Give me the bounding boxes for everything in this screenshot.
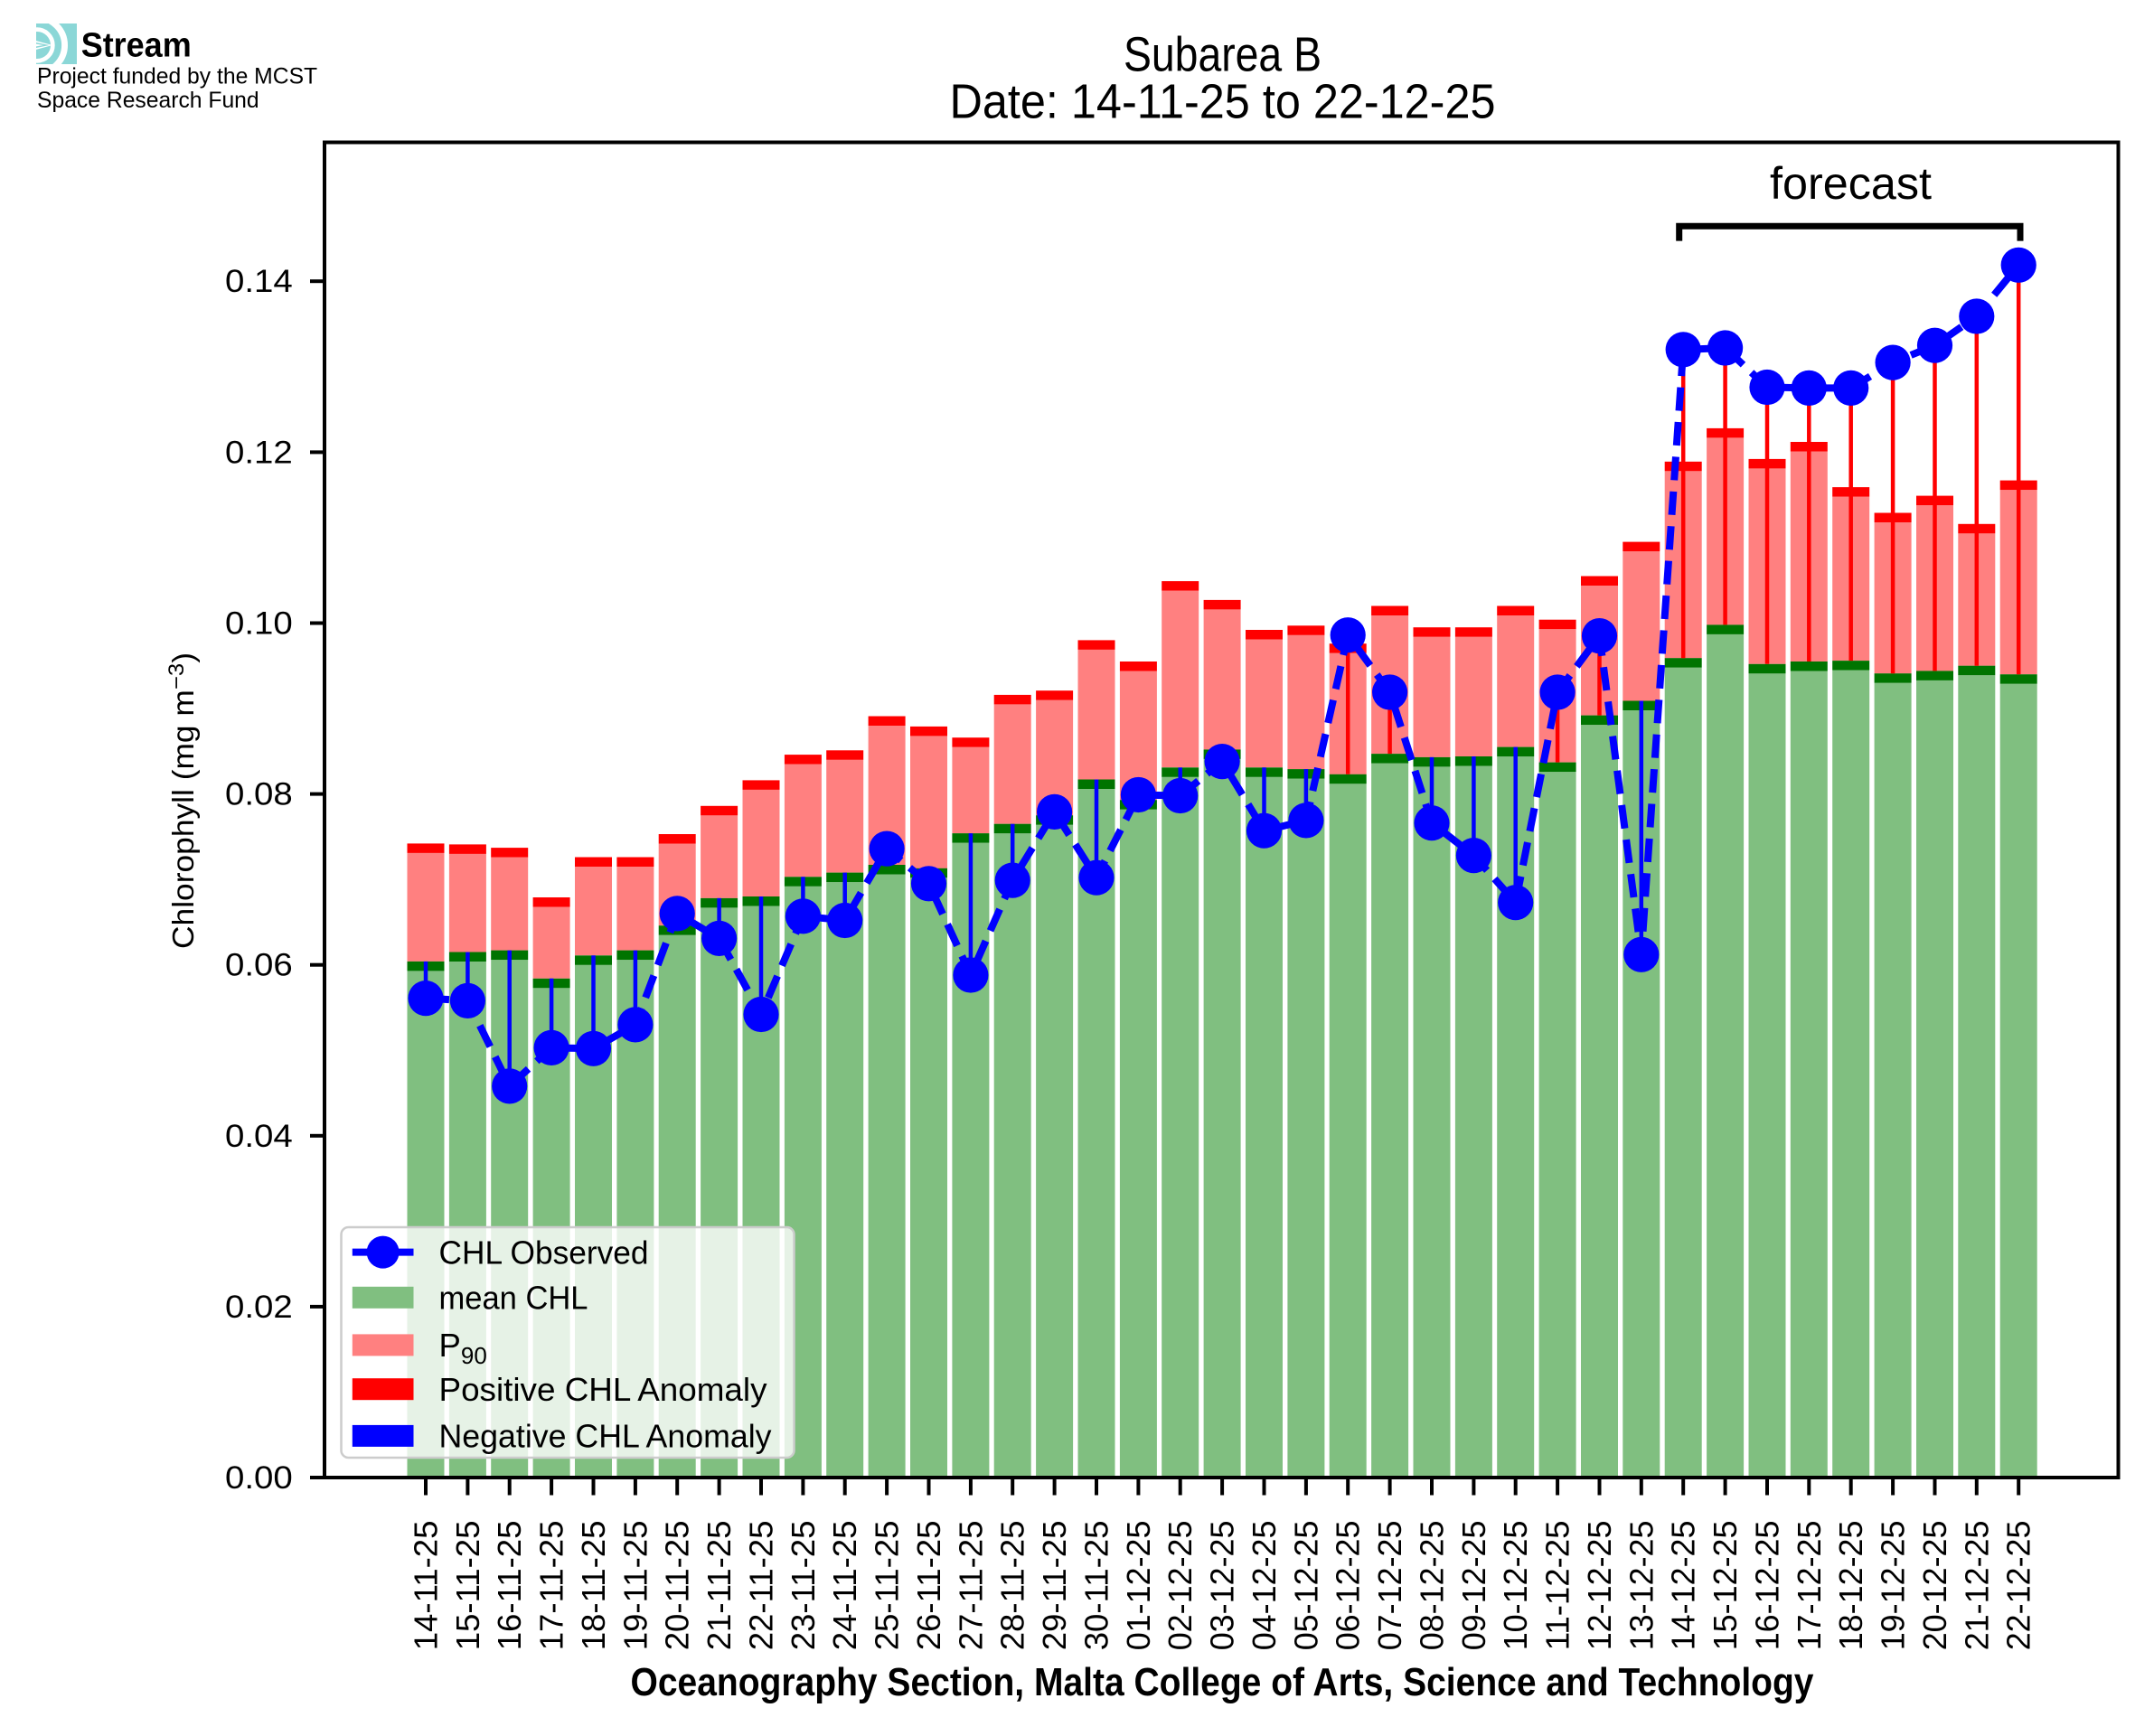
svg-text:15-12-25: 15-12-25 <box>1707 1521 1744 1651</box>
svg-text:11-12-25: 11-12-25 <box>1539 1521 1576 1651</box>
svg-text:20-12-25: 20-12-25 <box>1916 1521 1953 1651</box>
svg-text:29-11-25: 29-11-25 <box>1036 1521 1073 1651</box>
svg-text:24-11-25: 24-11-25 <box>826 1521 863 1651</box>
svg-text:28-11-25: 28-11-25 <box>994 1521 1031 1651</box>
svg-text:Negative CHL Anomaly: Negative CHL Anomaly <box>439 1418 773 1455</box>
svg-text:Stream: Stream <box>81 26 192 64</box>
svg-text:0.12: 0.12 <box>225 434 293 470</box>
svg-text:16-12-25: 16-12-25 <box>1749 1521 1786 1651</box>
svg-text:23-11-25: 23-11-25 <box>785 1521 822 1651</box>
svg-text:16-11-25: 16-11-25 <box>491 1521 528 1651</box>
svg-text:15-11-25: 15-11-25 <box>449 1521 486 1651</box>
svg-text:14-12-25: 14-12-25 <box>1665 1521 1702 1651</box>
svg-text:02-12-25: 02-12-25 <box>1162 1521 1199 1651</box>
svg-text:17-12-25: 17-12-25 <box>1791 1521 1828 1651</box>
svg-text:Date: 14-11-25 to 22-12-25: Date: 14-11-25 to 22-12-25 <box>950 74 1496 128</box>
svg-text:22-12-25: 22-12-25 <box>2000 1521 2037 1651</box>
svg-text:07-12-25: 07-12-25 <box>1371 1521 1408 1651</box>
svg-text:09-12-25: 09-12-25 <box>1455 1521 1492 1651</box>
svg-text:Oceanography Section, Malta Co: Oceanography Section, Malta College of A… <box>631 1660 1814 1704</box>
svg-text:20-11-25: 20-11-25 <box>659 1521 696 1651</box>
svg-text:19-11-25: 19-11-25 <box>616 1521 654 1651</box>
svg-text:Positive CHL Anomaly: Positive CHL Anomaly <box>439 1371 768 1408</box>
svg-text:0.04: 0.04 <box>225 1118 293 1154</box>
svg-text:26-11-25: 26-11-25 <box>910 1521 947 1651</box>
svg-text:0.02: 0.02 <box>225 1289 293 1325</box>
svg-text:25-11-25: 25-11-25 <box>869 1521 906 1651</box>
svg-text:21-11-25: 21-11-25 <box>701 1521 738 1651</box>
svg-text:18-12-25: 18-12-25 <box>1832 1521 1869 1651</box>
svg-text:22-11-25: 22-11-25 <box>743 1521 780 1651</box>
svg-text:04-12-25: 04-12-25 <box>1246 1521 1283 1651</box>
svg-text:Chlorophyll (mg m−3): Chlorophyll (mg m−3) <box>165 652 200 949</box>
svg-text:0.10: 0.10 <box>225 605 293 642</box>
svg-text:10-12-25: 10-12-25 <box>1497 1521 1534 1651</box>
svg-text:05-12-25: 05-12-25 <box>1287 1521 1324 1651</box>
svg-text:mean CHL: mean CHL <box>439 1280 588 1317</box>
svg-text:21-12-25: 21-12-25 <box>1958 1521 1995 1651</box>
svg-text:Subarea B: Subarea B <box>1124 27 1322 81</box>
svg-text:08-12-25: 08-12-25 <box>1414 1521 1451 1651</box>
svg-text:0.00: 0.00 <box>225 1459 293 1496</box>
svg-text:27-11-25: 27-11-25 <box>952 1521 989 1651</box>
svg-text:01-12-25: 01-12-25 <box>1120 1521 1157 1651</box>
svg-text:19-12-25: 19-12-25 <box>1875 1521 1912 1651</box>
svg-text:Space Research Fund: Space Research Fund <box>37 89 259 113</box>
svg-text:12-12-25: 12-12-25 <box>1581 1521 1618 1651</box>
svg-text:17-11-25: 17-11-25 <box>533 1521 570 1651</box>
svg-text:03-12-25: 03-12-25 <box>1204 1521 1241 1651</box>
svg-text:0.08: 0.08 <box>225 776 293 812</box>
svg-text:forecast: forecast <box>1770 158 1932 209</box>
svg-text:13-12-25: 13-12-25 <box>1623 1521 1660 1651</box>
svg-text:0.06: 0.06 <box>225 947 293 983</box>
svg-text:30-11-25: 30-11-25 <box>1078 1521 1115 1651</box>
svg-text:Project funded by the MCST: Project funded by the MCST <box>37 64 317 89</box>
svg-text:06-12-25: 06-12-25 <box>1330 1521 1367 1651</box>
svg-text:0.14: 0.14 <box>225 263 293 299</box>
svg-text:CHL Observed: CHL Observed <box>439 1234 649 1271</box>
svg-text:14-11-25: 14-11-25 <box>408 1521 445 1651</box>
svg-text:18-11-25: 18-11-25 <box>575 1521 612 1651</box>
